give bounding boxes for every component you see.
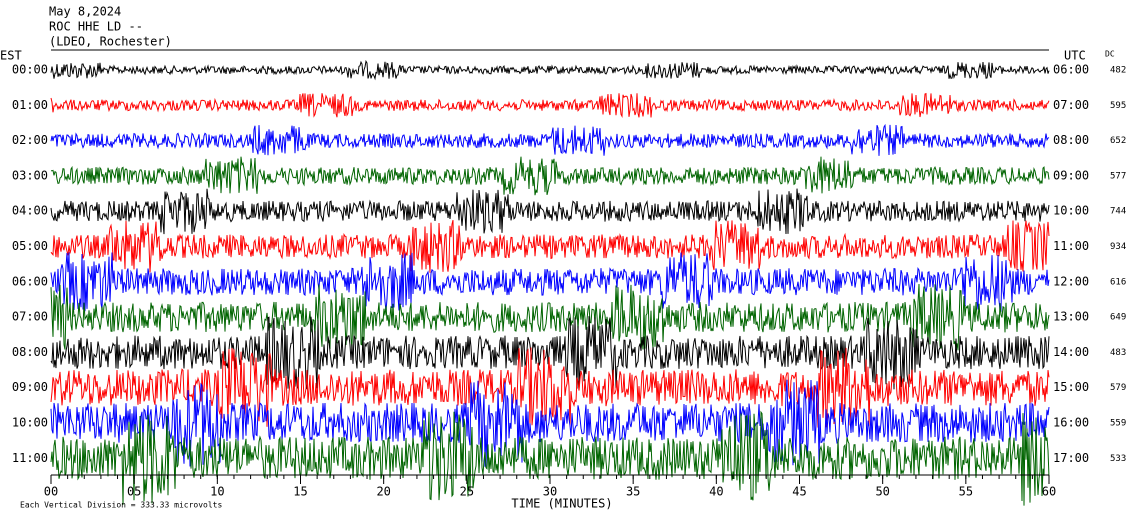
right-row-label: 11:00 bbox=[1053, 239, 1089, 253]
dc-title: DC bbox=[1105, 50, 1115, 59]
trace bbox=[50, 59, 1050, 81]
x-tick-label: 60 bbox=[1042, 485, 1056, 499]
right-axis-title: UTC bbox=[1064, 49, 1086, 63]
x-tick-label: 30 bbox=[543, 485, 557, 499]
left-row-label: 04:00 bbox=[12, 204, 48, 218]
x-tick-label: 40 bbox=[709, 485, 723, 499]
x-tick-label: 00 bbox=[44, 485, 58, 499]
title-line: (LDEO, Rochester) bbox=[49, 35, 172, 49]
left-row-label: 01:00 bbox=[12, 98, 48, 112]
dc-value: 483 bbox=[1110, 348, 1126, 358]
x-tick-label: 25 bbox=[460, 485, 474, 499]
trace bbox=[50, 219, 1050, 273]
trace bbox=[50, 283, 1050, 351]
dc-value: 595 bbox=[1110, 101, 1126, 111]
trace bbox=[50, 316, 1050, 390]
left-row-label: 09:00 bbox=[12, 380, 48, 394]
dc-value: 652 bbox=[1110, 136, 1126, 146]
dc-value: 533 bbox=[1110, 454, 1126, 464]
x-axis-title: TIME (MINUTES) bbox=[511, 497, 612, 511]
trace bbox=[50, 379, 1050, 467]
footer: Each Vertical Division = 333.33 microvol… bbox=[20, 501, 222, 510]
trace bbox=[50, 410, 1050, 506]
trace bbox=[50, 347, 1050, 428]
left-row-label: 03:00 bbox=[12, 168, 48, 182]
right-row-label: 10:00 bbox=[1053, 204, 1089, 218]
dc-value: 577 bbox=[1110, 171, 1126, 181]
trace bbox=[50, 252, 1050, 313]
left-row-label: 00:00 bbox=[12, 63, 48, 77]
left-row-label: 11:00 bbox=[12, 451, 48, 465]
dc-value: 579 bbox=[1110, 383, 1126, 393]
dc-value: 482 bbox=[1110, 66, 1126, 76]
x-tick-label: 35 bbox=[626, 485, 640, 499]
dc-value: 934 bbox=[1110, 242, 1126, 252]
right-row-label: 14:00 bbox=[1053, 345, 1089, 359]
right-row-label: 08:00 bbox=[1053, 133, 1089, 147]
x-tick-label: 10 bbox=[210, 485, 224, 499]
left-row-label: 05:00 bbox=[12, 239, 48, 253]
left-row-label: 08:00 bbox=[12, 345, 48, 359]
left-axis-title: EST bbox=[0, 49, 22, 63]
x-tick-label: 45 bbox=[792, 485, 806, 499]
right-row-label: 06:00 bbox=[1053, 63, 1089, 77]
right-row-label: 07:00 bbox=[1053, 98, 1089, 112]
trace bbox=[50, 156, 1050, 196]
right-row-label: 17:00 bbox=[1053, 451, 1089, 465]
left-row-label: 06:00 bbox=[12, 274, 48, 288]
traces bbox=[50, 59, 1050, 506]
dc-value: 744 bbox=[1110, 207, 1126, 217]
right-row-label: 15:00 bbox=[1053, 380, 1089, 394]
left-row-label: 10:00 bbox=[12, 416, 48, 430]
x-tick-label: 20 bbox=[376, 485, 390, 499]
x-tick-label: 15 bbox=[293, 485, 307, 499]
dc-value: 559 bbox=[1110, 419, 1126, 429]
dc-value: 649 bbox=[1110, 313, 1126, 323]
right-row-label: 12:00 bbox=[1053, 274, 1089, 288]
title-line: ROC HHE LD -- bbox=[49, 20, 143, 34]
x-tick-label: 50 bbox=[875, 485, 889, 499]
dc-value: 616 bbox=[1110, 277, 1126, 287]
right-row-label: 16:00 bbox=[1053, 416, 1089, 430]
left-row-label: 07:00 bbox=[12, 310, 48, 324]
right-row-label: 09:00 bbox=[1053, 168, 1089, 182]
title-line: May 8,2024 bbox=[49, 5, 121, 19]
trace bbox=[50, 92, 1050, 118]
x-tick-label: 55 bbox=[959, 485, 973, 499]
x-tick-label: 05 bbox=[127, 485, 141, 499]
trace bbox=[50, 123, 1050, 156]
trace bbox=[50, 188, 1050, 235]
right-row-label: 13:00 bbox=[1053, 310, 1089, 324]
left-row-label: 02:00 bbox=[12, 133, 48, 147]
